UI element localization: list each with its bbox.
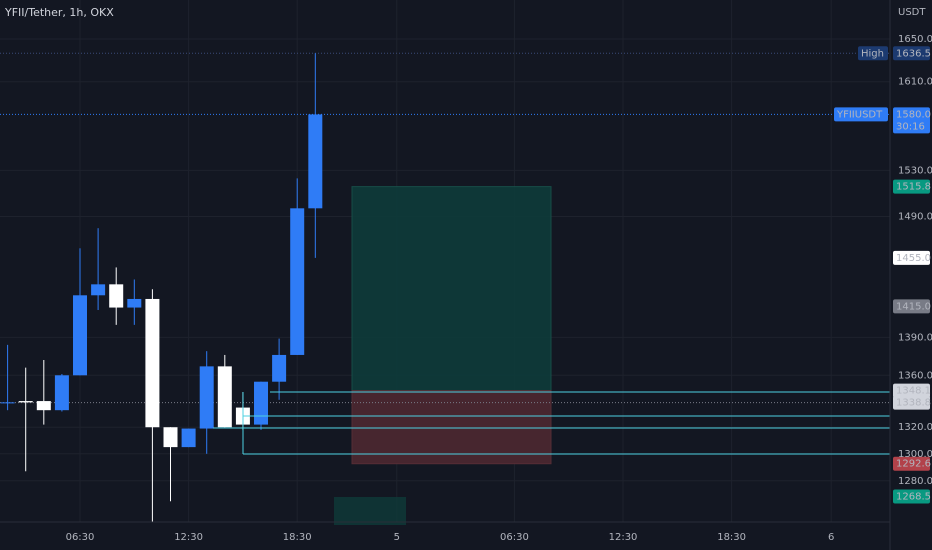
price-tag-label: 1455.0 — [896, 253, 931, 264]
candle-body — [54, 375, 69, 411]
x-tick-label: 12:30 — [174, 532, 203, 543]
y-tick-label: 1490.0 — [898, 211, 932, 222]
candle-body — [308, 114, 323, 209]
price-tag — [893, 250, 930, 265]
tag-name-box — [858, 46, 888, 61]
plot — [0, 52, 890, 525]
x-tick-label: 12:30 — [609, 532, 638, 543]
tag-name: YFIIUSDT — [836, 109, 883, 120]
price-tags: 1636.5 High 1580.030:16 YFIIUSDT 1515.8 1455.… — [834, 46, 931, 504]
y-tick-label: 1320.0 — [898, 422, 932, 433]
currency-label: USDT — [898, 7, 926, 18]
price-tag-label: 1515.8 — [896, 182, 931, 193]
price-tag — [893, 46, 930, 61]
chart-title: YFII/Tether, 1h, OKX — [4, 6, 114, 19]
x-tick-label: 5 — [394, 532, 400, 543]
candle-body — [109, 284, 124, 308]
x-tick-label: 18:30 — [717, 532, 746, 543]
price-tag — [893, 395, 930, 410]
candle-body — [145, 298, 160, 428]
candle-body — [73, 295, 88, 376]
y-tick-label: 1280.0 — [898, 476, 932, 487]
range-box — [334, 497, 406, 525]
price-tag — [893, 456, 930, 471]
price-tag-label: 1636.5 — [896, 48, 931, 59]
y-tick-label: 1300.0 — [898, 449, 932, 460]
loss-zone — [351, 390, 552, 465]
y-tick-label: 1650.0 — [898, 34, 932, 45]
candle-body — [290, 208, 305, 355]
candle-body — [127, 298, 142, 308]
candle-body — [36, 401, 51, 411]
price-tag-label: 1348.1 — [896, 386, 931, 397]
y-tick-label: 1390.0 — [898, 332, 932, 343]
price-tag-label: 1268.5 — [896, 491, 931, 502]
candle-body — [217, 366, 232, 428]
y-tick-label: 1360.0 — [898, 370, 932, 381]
price-tag — [893, 179, 930, 194]
candle-body — [199, 366, 214, 429]
profit-zone — [351, 186, 552, 392]
candle-body — [91, 284, 106, 296]
y-tick-label: 1530.0 — [898, 165, 932, 176]
tag-name: High — [861, 48, 884, 59]
candle-body — [163, 427, 178, 448]
x-tick-label: 06:30 — [66, 532, 95, 543]
price-tag-label: 1338.8 — [896, 398, 931, 409]
candle-body — [254, 381, 269, 425]
price-tag — [893, 107, 930, 134]
price-tag-label: 1580.0 — [896, 109, 931, 120]
price-tag — [893, 489, 930, 504]
candle-body — [272, 354, 287, 382]
price-tag — [893, 383, 930, 398]
candle-body — [181, 428, 196, 448]
price-tag-label: 1415.0 — [896, 301, 931, 312]
price-tag-label: 1292.6 — [896, 459, 931, 470]
x-tick-label: 06:30 — [500, 532, 529, 543]
y-tick-label: 1610.0 — [898, 77, 932, 88]
x-tick-label: 6 — [828, 532, 834, 543]
tag-name-box — [834, 107, 888, 122]
price-tag — [893, 299, 930, 314]
candle-body — [0, 402, 15, 404]
candle-body — [18, 401, 33, 403]
countdown: 30:16 — [896, 121, 925, 132]
x-tick-label: 18:30 — [283, 532, 312, 543]
